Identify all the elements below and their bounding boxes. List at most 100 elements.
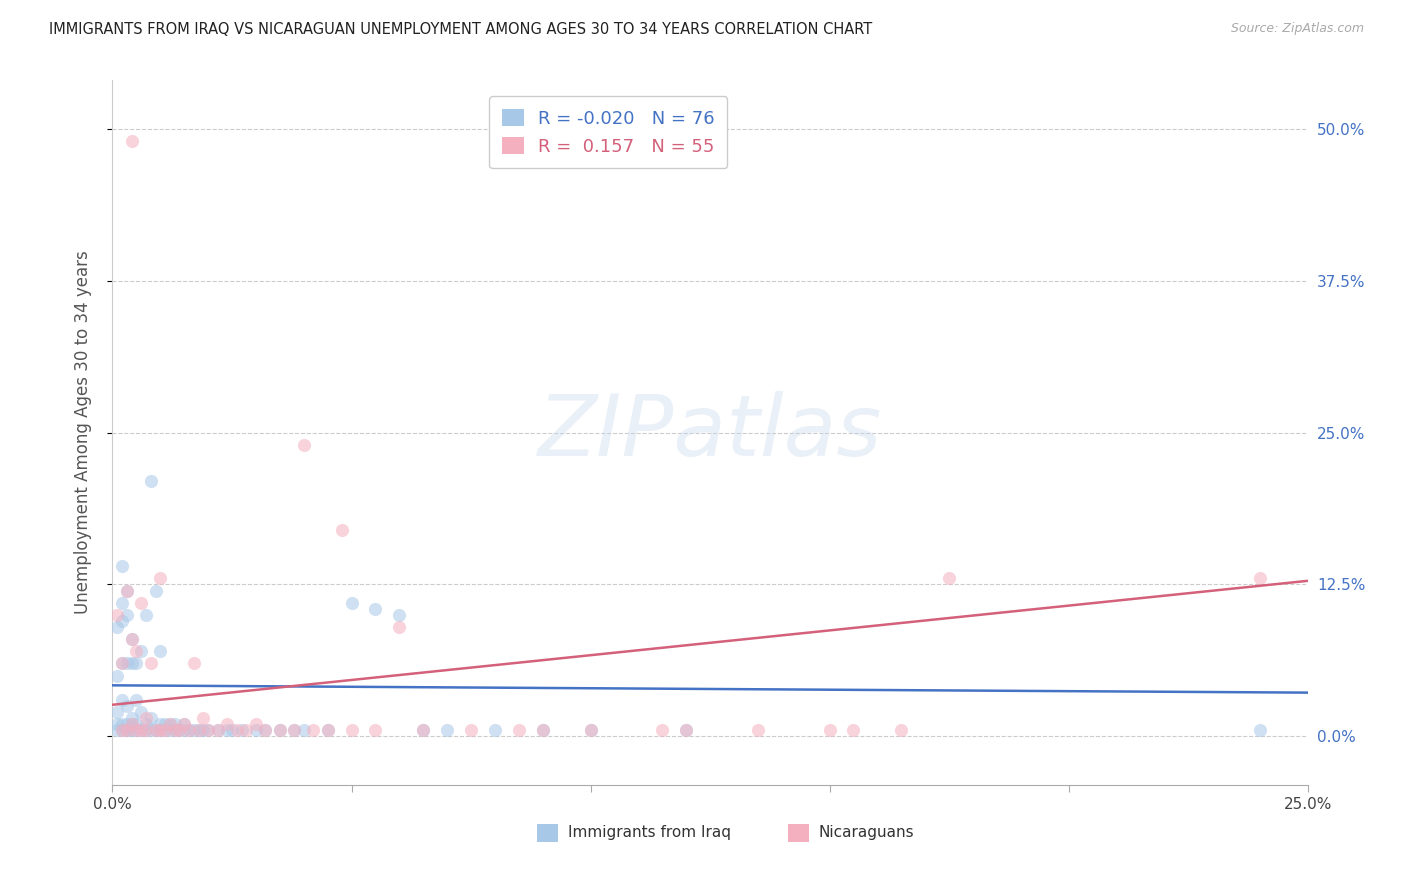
Text: Nicaraguans: Nicaraguans [818,825,914,840]
Point [173,717,195,731]
Point [111,717,134,731]
Point [254,723,277,738]
Point [149,571,172,585]
Point [197,723,219,738]
Point [269,723,291,738]
Text: ZIPatlas: ZIPatlas [538,391,882,475]
Point [149,644,172,658]
Point [340,596,363,610]
Point [149,723,172,738]
Point [245,717,267,731]
Point [412,723,434,738]
Point [125,723,148,738]
Point [283,723,305,738]
Point [221,723,243,738]
Point [531,723,554,738]
Point [111,596,134,610]
Point [235,723,257,738]
Point [135,723,157,738]
Point [115,583,138,598]
Point [111,559,134,574]
Point [173,723,195,738]
Point [121,711,143,725]
Point [111,657,134,671]
Point [105,723,128,738]
Point [115,657,138,671]
Point [364,723,387,738]
Point [747,723,769,738]
Point [115,723,138,738]
Point [125,693,148,707]
Point [254,723,277,738]
Point [231,723,253,738]
Point [111,657,134,671]
Point [197,723,219,738]
Point [105,668,128,682]
Point [139,474,162,488]
Point [177,723,200,738]
Point [436,723,458,738]
Point [129,644,152,658]
Y-axis label: Unemployment Among Ages 30 to 34 years: Unemployment Among Ages 30 to 34 years [73,251,91,615]
Text: Source: ZipAtlas.com: Source: ZipAtlas.com [1230,22,1364,36]
Point [225,723,247,738]
Point [129,705,152,719]
Point [115,607,138,622]
Point [316,723,339,738]
Point [139,711,162,725]
Text: IMMIGRANTS FROM IRAQ VS NICARAGUAN UNEMPLOYMENT AMONG AGES 30 TO 34 YEARS CORREL: IMMIGRANTS FROM IRAQ VS NICARAGUAN UNEMP… [49,22,873,37]
Point [145,723,167,738]
Point [207,723,229,738]
Legend: R = -0.020   N = 76, R =  0.157   N = 55: R = -0.020 N = 76, R = 0.157 N = 55 [489,96,727,169]
Point [125,644,148,658]
Point [340,723,363,738]
Point [153,717,176,731]
Point [269,723,291,738]
Point [187,723,209,738]
Point [217,723,239,738]
Point [139,657,162,671]
Point [163,723,186,738]
Point [121,717,143,731]
Point [484,723,506,738]
Point [217,717,239,731]
Point [125,657,148,671]
Point [111,723,134,738]
FancyBboxPatch shape [537,824,558,842]
FancyBboxPatch shape [787,824,810,842]
Point [675,723,697,738]
Point [579,723,602,738]
Point [129,596,152,610]
Point [135,717,157,731]
Point [115,723,138,738]
Point [579,723,602,738]
Point [111,614,134,628]
Point [145,583,167,598]
Point [111,693,134,707]
Point [531,723,554,738]
Point [1249,723,1271,738]
Point [149,717,172,731]
Point [193,723,215,738]
Point [316,723,339,738]
Point [169,723,191,738]
Point [675,723,697,738]
Text: Immigrants from Iraq: Immigrants from Iraq [568,825,731,840]
Point [105,717,128,731]
Point [105,620,128,634]
Point [1249,571,1271,585]
Point [121,134,143,148]
Point [163,717,186,731]
Point [125,717,148,731]
Point [105,705,128,719]
Point [193,711,215,725]
Point [125,723,148,738]
Point [207,723,229,738]
Point [330,523,353,537]
Point [121,632,143,647]
Point [121,657,143,671]
Point [121,632,143,647]
Point [159,717,181,731]
Point [135,607,157,622]
Point [135,723,157,738]
